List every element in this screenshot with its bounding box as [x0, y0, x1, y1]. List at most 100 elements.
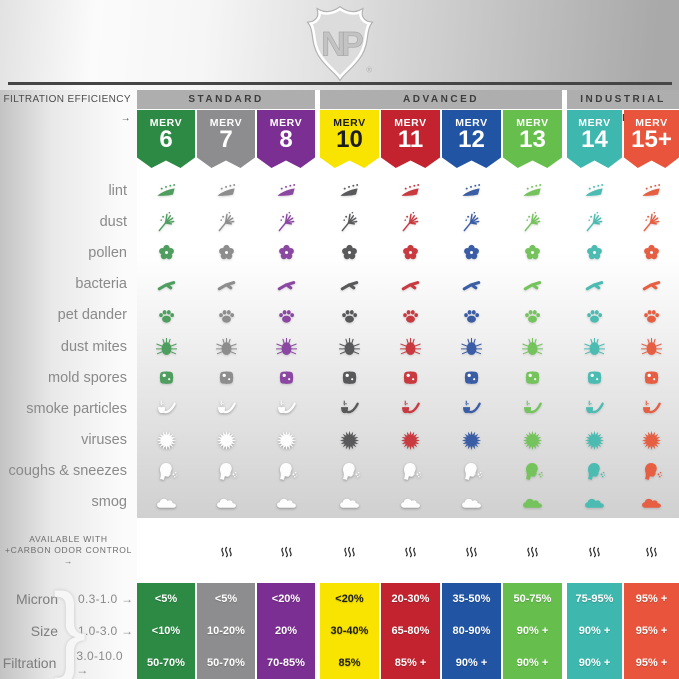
efficiency-column-merv-7: <5% 10-20% 50-70% [197, 583, 255, 679]
grid-cell [257, 300, 315, 331]
particle-row-label: smog [91, 494, 127, 511]
efficiency-value: 95% + [635, 593, 668, 605]
grid-cell [137, 175, 195, 206]
grid-cell [257, 206, 315, 237]
merv-banner-7: MERV 7 [197, 110, 255, 168]
sneeze-icon [644, 462, 663, 480]
mite-icon [583, 337, 606, 355]
grid-cell [197, 393, 255, 424]
flower-icon [525, 245, 540, 260]
merv-rating: 11 [397, 126, 424, 153]
mite-icon [640, 337, 663, 355]
grid-cell [320, 206, 379, 237]
efficiency-value: 90% + [455, 657, 488, 669]
grid-cell [137, 425, 195, 456]
particle-row-coughs-sneezes: coughs & sneezes [0, 456, 679, 487]
grid-cell [567, 456, 622, 487]
grid-cell [567, 206, 622, 237]
mite-icon [399, 337, 422, 355]
spore-icon [403, 371, 418, 385]
spore-icon [525, 371, 540, 385]
grid-cell [257, 425, 315, 456]
grid-cell [624, 175, 679, 206]
micron-row-label: Micron 0.3-1.0 → [0, 583, 137, 615]
lint-icon [216, 184, 235, 196]
lint-icon [585, 184, 604, 196]
carbon-cell-merv-6 [137, 518, 195, 583]
particle-row-label: mold spores [48, 369, 127, 386]
spore-icon [159, 371, 173, 385]
particle-row-label: smoke particles [26, 400, 127, 417]
grid-cell [442, 206, 501, 237]
grid-cell [503, 269, 562, 300]
grid-cell [442, 175, 501, 206]
particle-row-dust: dust [0, 206, 679, 237]
particle-row-label: viruses [81, 432, 127, 449]
efficiency-value: 50-75% [513, 593, 552, 605]
grid-cell [503, 456, 562, 487]
micron-label: Micron [15, 591, 58, 607]
grid-cell [320, 237, 379, 268]
duster-icon [586, 212, 603, 232]
particle-row-dust-mites: dust mites [0, 331, 679, 362]
particle-row-lint: lint [0, 175, 679, 206]
spore-icon [342, 371, 357, 385]
filtration-efficiency-label: FILTRATION EFFICIENCY → [3, 94, 131, 124]
grid-cell [503, 362, 562, 393]
grid-cell [567, 269, 622, 300]
carbon-cell-merv-14 [567, 518, 622, 583]
cloud-icon [156, 498, 176, 508]
efficiency-value: <5% [214, 593, 238, 605]
paw-icon [342, 309, 357, 323]
mite-icon [460, 337, 483, 355]
size-label: Size [30, 623, 58, 639]
grid-cell [503, 206, 562, 237]
paw-icon [525, 309, 540, 323]
carbon-cell-merv-12 [442, 518, 501, 583]
efficiency-column-merv-6: <5% <10% 50-70% [137, 583, 195, 679]
particle-row-bacteria: bacteria [0, 269, 679, 300]
efficiency-table: Micron 0.3-1.0 → Size 1.0-3.0 → Filtrati… [0, 573, 679, 679]
grid-cell [442, 425, 501, 456]
shield-inner [308, 7, 372, 80]
efficiency-table-labels: Micron 0.3-1.0 → Size 1.0-3.0 → Filtrati… [0, 573, 137, 679]
steam-icon [280, 546, 292, 558]
grid-cell [381, 175, 440, 206]
flower-icon [587, 245, 602, 260]
rod-icon [462, 280, 481, 291]
grid-cell [320, 425, 379, 456]
grid-cell [137, 487, 195, 518]
lint-icon [156, 184, 175, 196]
virus-icon [156, 430, 176, 450]
duster-icon [463, 212, 480, 232]
merv-rating: 10 [336, 126, 363, 153]
flower-icon [644, 245, 659, 260]
grid-cell [257, 362, 315, 393]
grid-cell [320, 175, 379, 206]
grid-cell [137, 393, 195, 424]
grid-cell [257, 487, 315, 518]
merv-rating: 12 [458, 126, 485, 153]
merv-rating: 13 [519, 126, 546, 153]
merv-banner-6: MERV 6 [137, 110, 195, 168]
efficiency-value: 80-90% [452, 625, 491, 637]
merv-word: MERV [149, 117, 183, 129]
particle-row-pet-dander: pet dander [0, 300, 679, 331]
merv-word: MERV [394, 117, 427, 129]
lint-icon [642, 184, 661, 196]
grid-cell [567, 237, 622, 268]
grid-cell [257, 237, 315, 268]
merv-word: MERV [209, 117, 243, 129]
efficiency-value: 90% + [578, 657, 611, 669]
grid-cell [503, 425, 562, 456]
grid-cell [381, 487, 440, 518]
efficiency-value: 95% + [635, 657, 668, 669]
duster-icon [341, 212, 358, 232]
cloud-icon [585, 498, 604, 508]
grid-cell [624, 237, 679, 268]
grid-cell [137, 300, 195, 331]
grid-cell [503, 175, 562, 206]
virus-icon [276, 430, 296, 450]
size-row-label: Size 1.0-3.0 → [0, 615, 137, 647]
flower-icon [342, 245, 357, 260]
